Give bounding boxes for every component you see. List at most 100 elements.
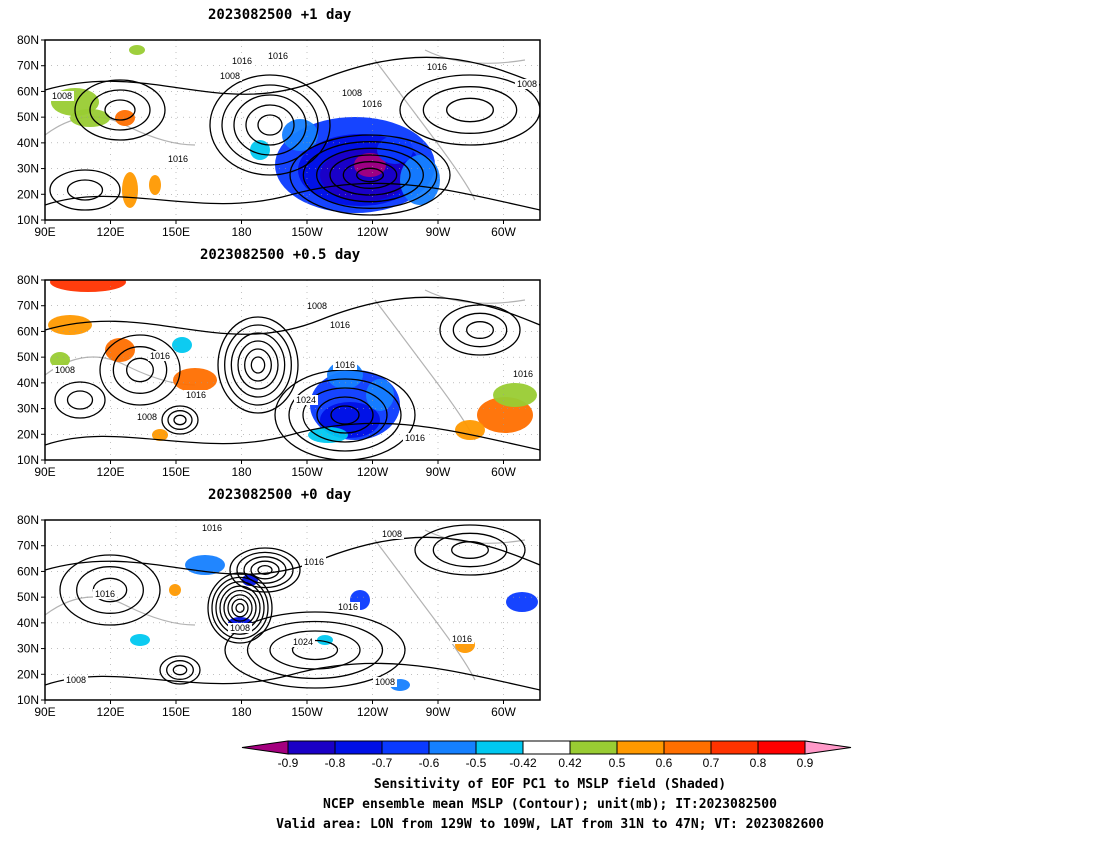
mslp-contour	[235, 602, 245, 614]
lon-label: 180	[231, 705, 251, 719]
contour-label: 1016	[186, 390, 206, 400]
contour-label: 1008	[307, 301, 327, 311]
mslp-contour	[257, 114, 283, 136]
mslp-contour	[159, 655, 201, 685]
mslp-contour	[66, 179, 104, 201]
shaded-area	[50, 352, 70, 368]
contour-label: 1016	[150, 351, 170, 361]
contour-label-bg	[166, 154, 190, 164]
map-panel-3: 1016 1008 1016 1016 1016 1008 1024 1016 1008 1008…	[17, 513, 541, 719]
lat-label: 60N	[17, 324, 39, 338]
panel-2-title: 2023082500 +0.5 day	[200, 247, 361, 263]
contour-label-bg	[230, 56, 254, 66]
shaded-area	[173, 368, 217, 392]
lon-label: 90E	[34, 225, 55, 239]
lon-label: 120W	[357, 225, 389, 239]
lon-label: 120W	[357, 465, 389, 479]
caption-line-1: Sensitivity of EOF PC1 to MSLP field (Sh…	[373, 777, 727, 792]
contour-label-bg	[511, 369, 535, 379]
lat-label: 80N	[17, 513, 39, 527]
lon-label: 150E	[162, 705, 190, 719]
lat-label: 70N	[17, 59, 39, 73]
lat-label: 80N	[17, 33, 39, 47]
contour-label: 1016	[513, 369, 533, 379]
colorbar: -0.9 -0.8 -0.7 -0.6 -0.5 -0.42 0.42 0.5 0.6 0.7 0.…	[241, 740, 852, 770]
lat-label: 10N	[17, 693, 39, 707]
mslp-contour	[245, 104, 295, 146]
panel-1-title: 2023082500 +1 day	[208, 7, 352, 23]
contour-label-bg	[228, 623, 252, 633]
contour-label-bg	[50, 91, 74, 101]
contour-label: 1008	[342, 88, 362, 98]
mslp-contour	[250, 356, 266, 374]
colorbar-right-arrow	[804, 740, 852, 755]
contour-label-bg	[93, 589, 117, 599]
lon-label: 90E	[34, 705, 55, 719]
lon-label: 150W	[291, 465, 323, 479]
contour-label-bg	[291, 637, 315, 647]
contour-label: 1016	[335, 360, 355, 370]
colorbar-segment	[616, 740, 665, 755]
lat-label: 10N	[17, 453, 39, 467]
shaded-area	[130, 634, 150, 646]
mslp-contour	[414, 524, 526, 576]
lat-label: 60N	[17, 564, 39, 578]
shaded-area	[129, 45, 145, 55]
colorbar-tick-label: 0.5	[609, 756, 626, 770]
map-panel-1: 10081016101610081016100810161016100880N7…	[17, 33, 541, 239]
mslp-contour	[59, 554, 161, 626]
lat-label: 30N	[17, 402, 39, 416]
lon-label: 150E	[162, 465, 190, 479]
contour-label-bg	[360, 99, 384, 109]
colorbar-segment	[334, 740, 383, 755]
shaded-area	[366, 379, 394, 411]
colorbar-left-arrow	[241, 740, 289, 755]
contour-label-bg	[200, 523, 224, 533]
lon-label: 150W	[291, 225, 323, 239]
colorbar-segment	[663, 740, 712, 755]
colorbar-tick-label: 0.6	[656, 756, 673, 770]
colorbar-tick-label: -0.42	[509, 756, 537, 770]
mslp-contour	[221, 84, 319, 166]
contour-label-bg	[64, 675, 88, 685]
mslp-contour	[342, 161, 398, 189]
shaded-area	[282, 119, 318, 151]
mslp-contour	[316, 396, 374, 434]
lat-label: 40N	[17, 376, 39, 390]
mslp-contour	[45, 662, 540, 691]
mslp-contour	[356, 167, 384, 183]
mslp-contour	[45, 182, 540, 211]
contour-label: 1008	[55, 365, 75, 375]
panel-3-title: 2023082500 +0 day	[208, 487, 352, 503]
contour-label-bg	[403, 433, 427, 443]
contour-label: 1016	[330, 320, 350, 330]
lat-label: 70N	[17, 299, 39, 313]
shaded-area	[455, 420, 485, 440]
contour-label-bg	[380, 529, 404, 539]
colorbar-tick-label: -0.6	[419, 756, 440, 770]
shaded-area	[115, 110, 135, 126]
shaded-area	[172, 337, 192, 353]
mslp-contour	[89, 89, 151, 131]
contour-label: 1008	[52, 91, 72, 101]
contour-label: 1008	[230, 623, 250, 633]
mslp-contour	[161, 405, 199, 435]
shaded-area	[152, 429, 168, 441]
mslp-contour	[173, 414, 187, 426]
shaded-area	[149, 175, 161, 195]
contour-label: 1008	[382, 529, 402, 539]
lon-label: 120E	[96, 225, 124, 239]
colorbar-segment	[569, 740, 618, 755]
lon-label: 60W	[491, 705, 516, 719]
contour-label: 1024	[293, 637, 313, 647]
mslp-contour	[215, 581, 265, 635]
lat-label: 70N	[17, 539, 39, 553]
mslp-contour	[439, 304, 521, 356]
colorbar-tick-label: 0.9	[797, 756, 814, 770]
mslp-contour	[230, 332, 286, 398]
lon-label: 180	[231, 225, 251, 239]
map-panel-2: 1008101610161008101610161024100810161016…	[17, 273, 541, 479]
mslp-contour	[209, 74, 331, 176]
colorbar-segment	[287, 740, 336, 755]
lat-label: 10N	[17, 213, 39, 227]
